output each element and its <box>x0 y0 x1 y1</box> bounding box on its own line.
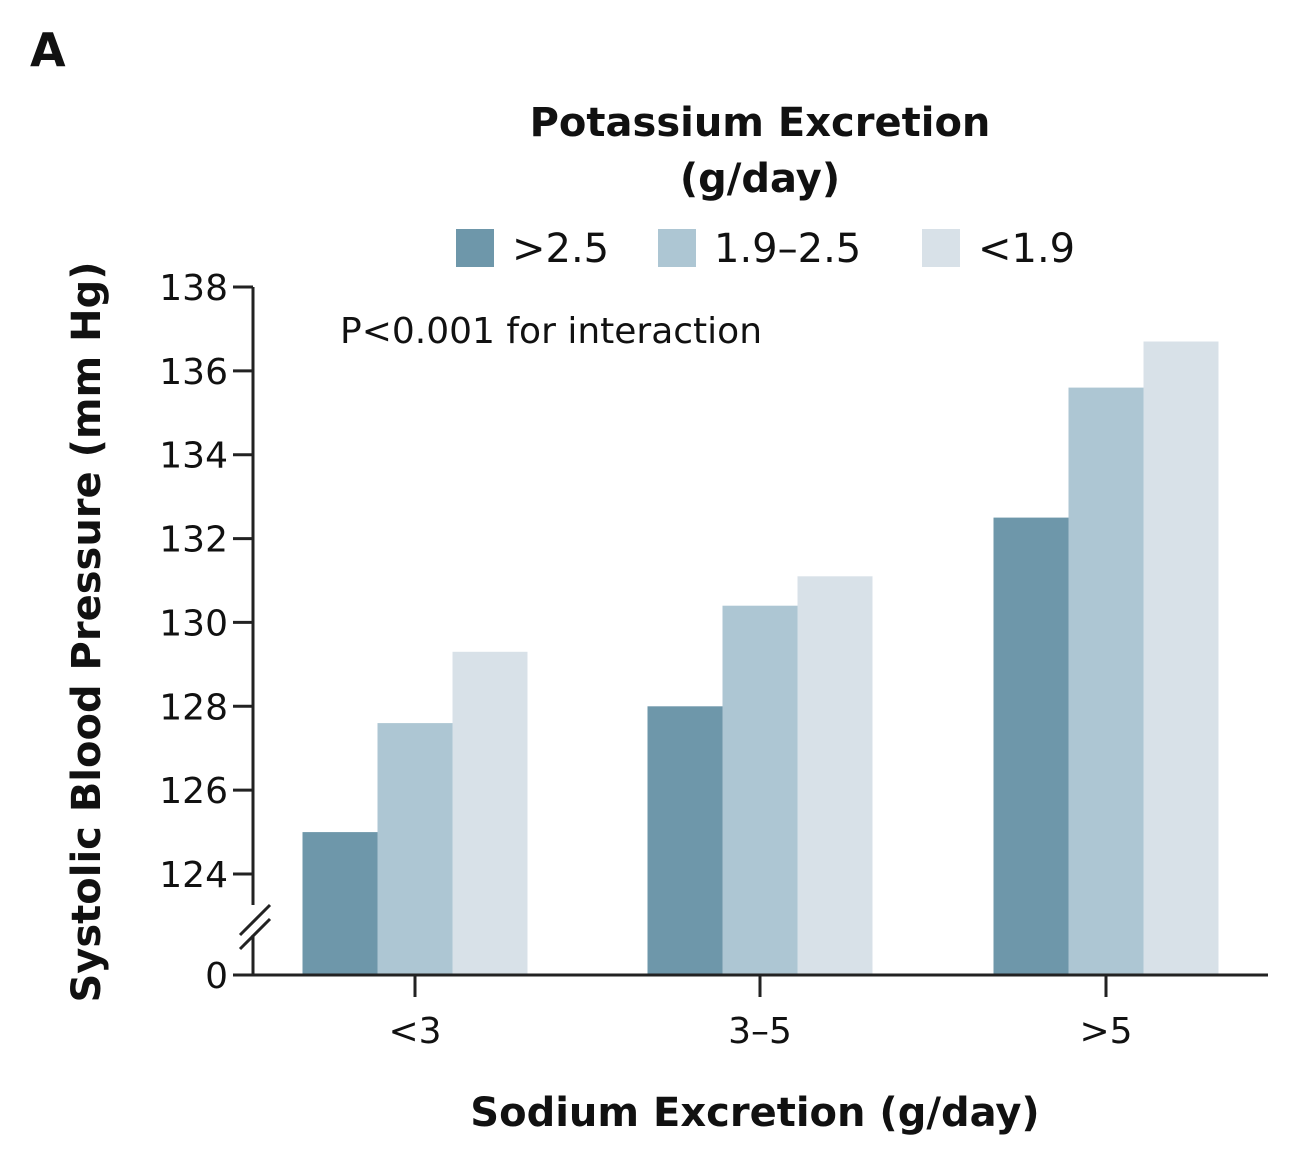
bar <box>993 517 1069 975</box>
x-ticks: <3 3–5 >5 <box>388 975 1133 1052</box>
legend-label: 1.9–2.5 <box>714 226 861 272</box>
legend: >2.5 1.9–2.5 <1.9 <box>456 226 1075 272</box>
legend-swatch <box>456 229 494 267</box>
x-axis-title: Sodium Excretion (g/day) <box>470 1090 1039 1136</box>
y-tick-label: 136 <box>159 352 228 393</box>
y-tick-label: 128 <box>159 687 228 728</box>
bar <box>797 576 873 975</box>
x-tick-label: 3–5 <box>728 1011 792 1052</box>
bar <box>302 832 378 975</box>
legend-item: >2.5 <box>456 226 609 272</box>
x-tick-label: <3 <box>388 1011 441 1052</box>
legend-item: <1.9 <box>922 226 1075 272</box>
y-tick-label: 124 <box>159 855 228 896</box>
axis-break-mark <box>238 917 272 951</box>
axis-break-mark <box>238 903 272 937</box>
bar <box>377 723 453 975</box>
bar <box>1143 341 1219 975</box>
legend-label: <1.9 <box>978 226 1075 272</box>
y-tick-label: 0 <box>205 956 228 997</box>
bar <box>1068 387 1144 976</box>
legend-title-unit: (g/day) <box>680 156 840 202</box>
legend-swatch <box>922 229 960 267</box>
legend-swatch <box>658 229 696 267</box>
bars <box>302 341 1219 976</box>
y-tick-label: 132 <box>159 520 228 561</box>
bar <box>722 605 798 975</box>
bar <box>647 706 723 975</box>
y-tick-label: 138 <box>159 268 228 309</box>
bar <box>452 651 528 975</box>
panel-label: A <box>30 23 66 77</box>
y-tick-label: 134 <box>159 436 228 477</box>
legend-title: Potassium Excretion <box>530 100 991 146</box>
y-tick-label: 130 <box>159 603 228 644</box>
x-tick-label: >5 <box>1079 1011 1132 1052</box>
y-ticks: 0 124 126 128 130 132 134 136 138 <box>159 268 253 997</box>
legend-item: 1.9–2.5 <box>658 226 861 272</box>
y-tick-label: 126 <box>159 771 228 812</box>
legend-label: >2.5 <box>512 226 609 272</box>
interaction-p-value: P<0.001 for interaction <box>340 311 762 352</box>
y-axis-title: Systolic Blood Pressure (mm Hg) <box>64 261 110 1002</box>
